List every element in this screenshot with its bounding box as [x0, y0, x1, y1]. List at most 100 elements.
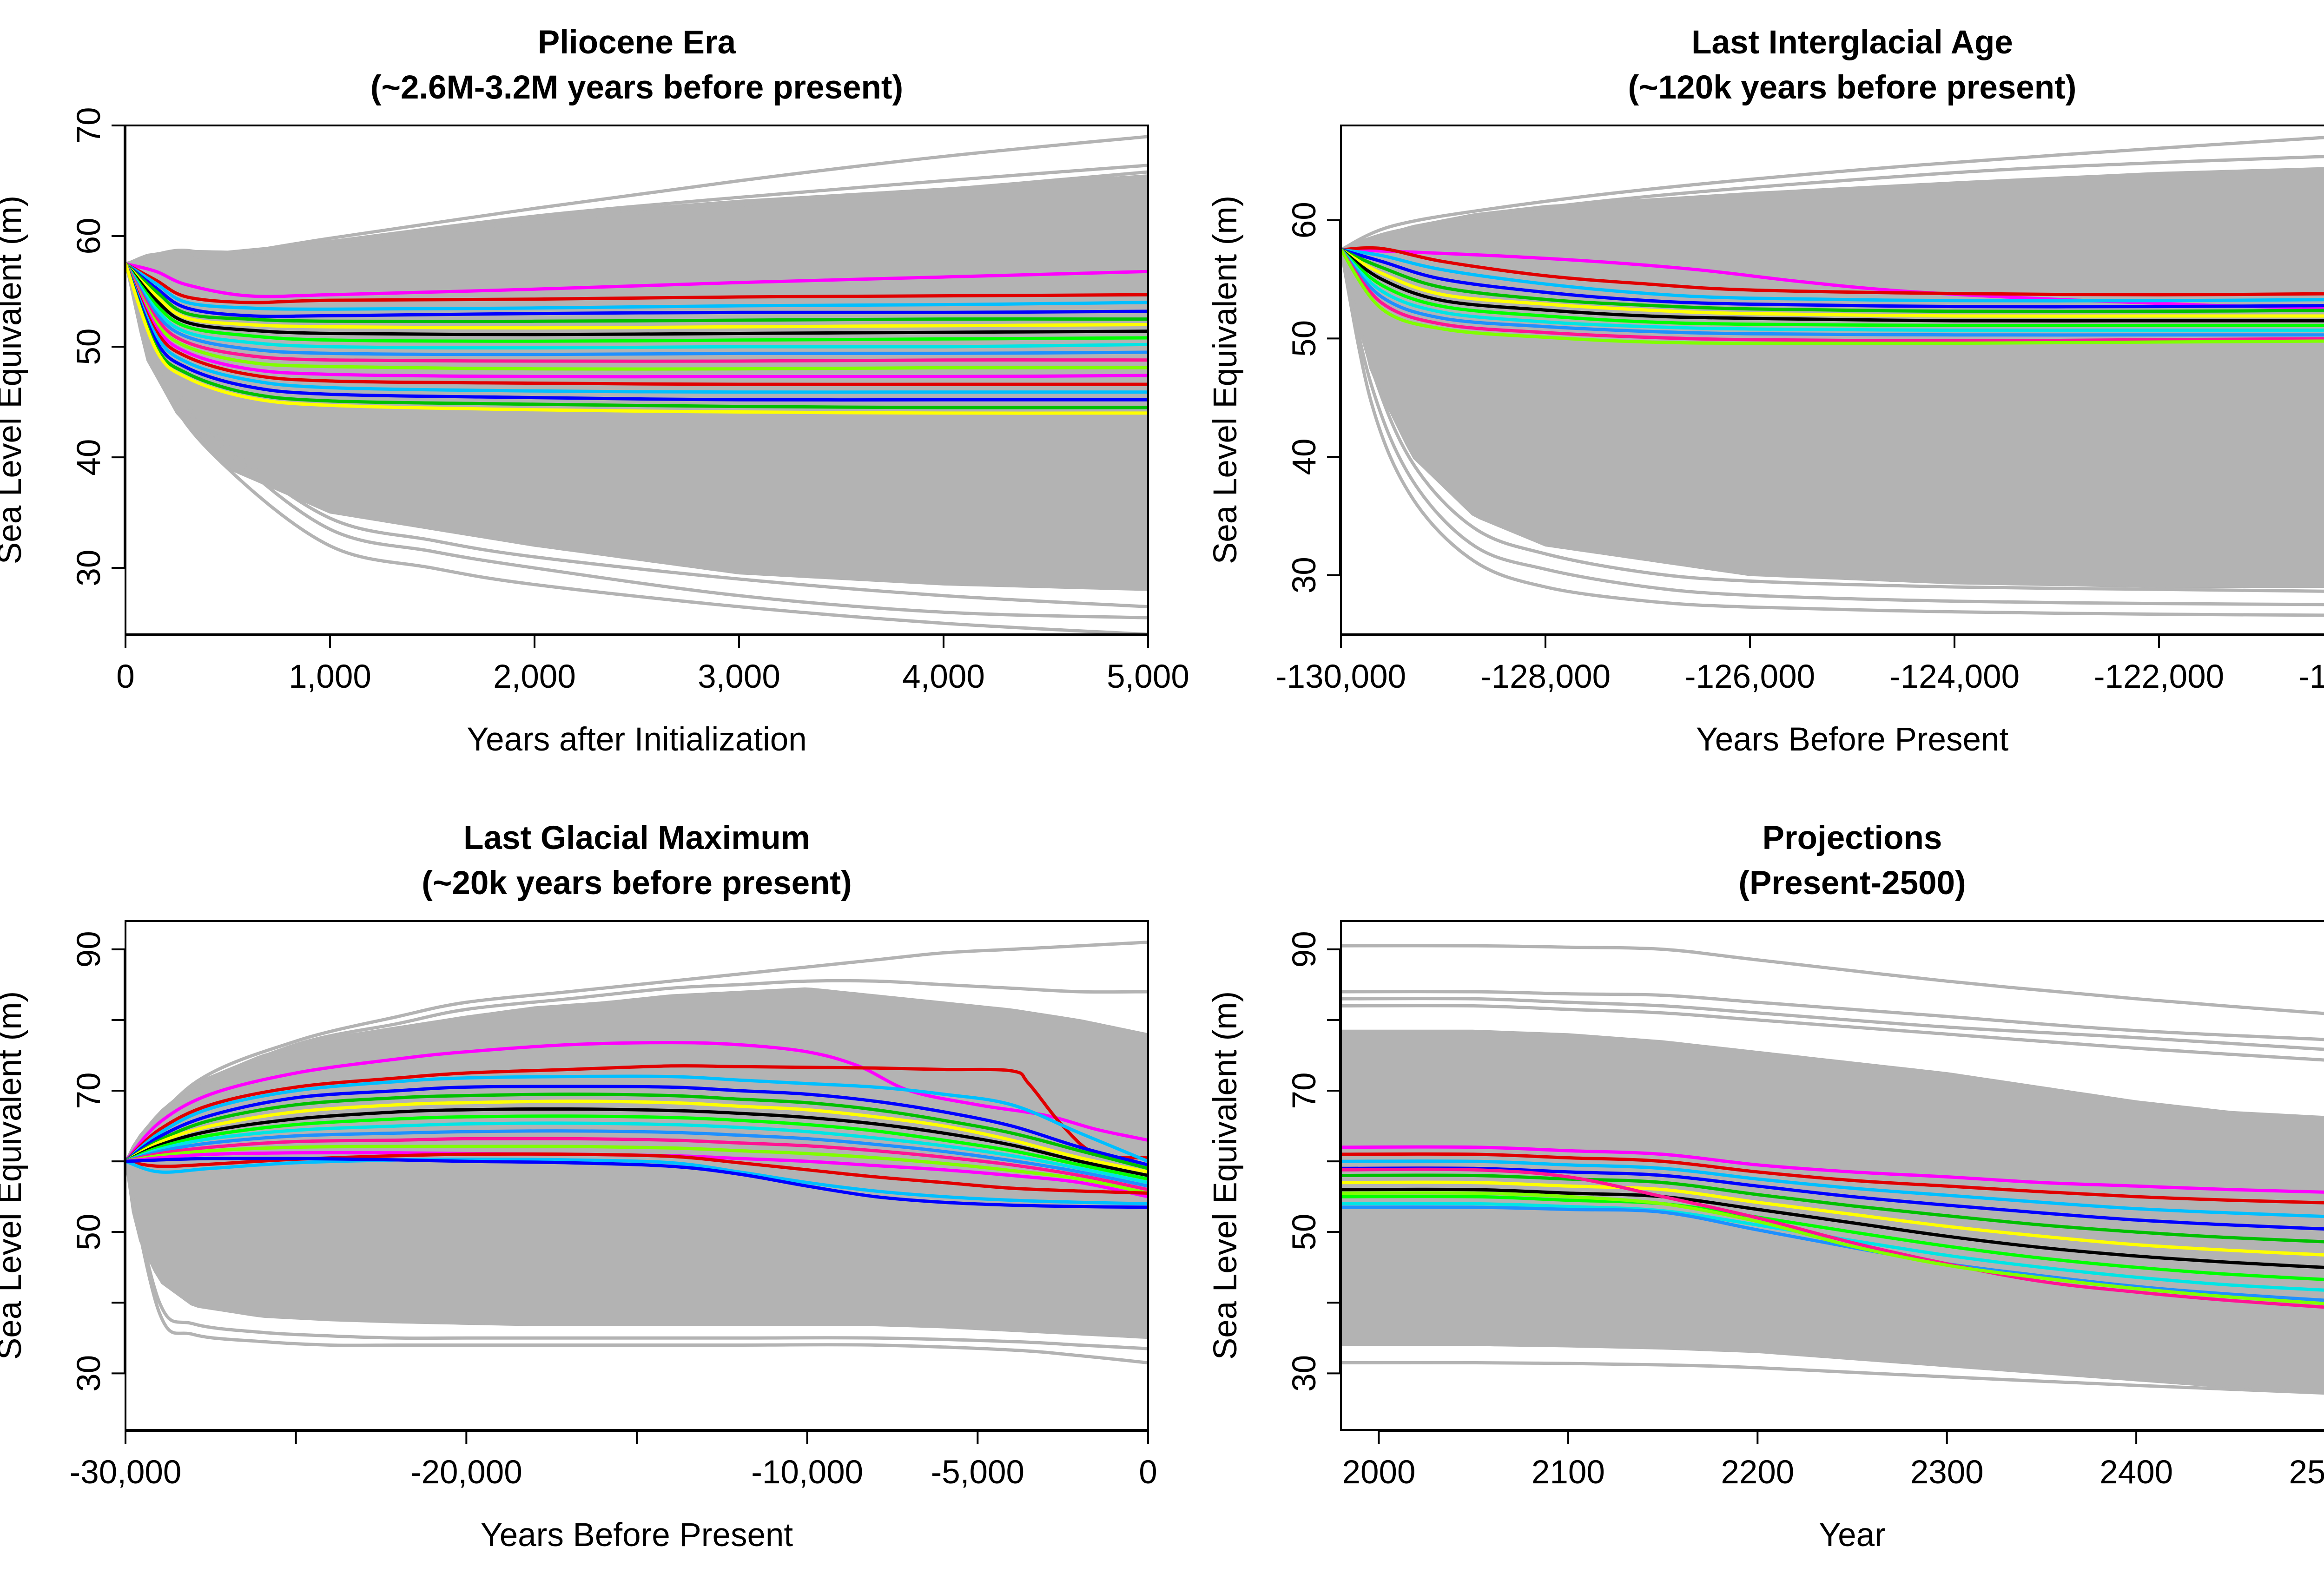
highlighted-member-line	[1341, 1152, 2324, 1205]
highlighted-member-line	[125, 262, 1148, 356]
x-tick-label: 2000	[1342, 1454, 1416, 1491]
highlighted-member-line	[125, 1074, 1148, 1163]
highlighted-member-line	[1341, 1166, 2324, 1231]
x-tick-label: 2,000	[493, 658, 576, 695]
y-axis-label: Sea Level Equivalent (m)	[1207, 991, 1244, 1360]
highlighted-member-line	[1341, 246, 2324, 296]
ensemble-member-line	[125, 263, 1148, 634]
x-tick-label: 0	[116, 658, 135, 695]
x-axis-label: Years Before Present	[1696, 721, 2009, 758]
highlighted-member-line	[125, 1041, 1148, 1163]
highlighted-member-line	[1341, 1159, 2324, 1218]
x-tick-label: 2400	[2100, 1454, 2173, 1491]
ensemble-member-line	[125, 1161, 1148, 1364]
highlighted-member-line	[1341, 1195, 2324, 1281]
x-tick-label: -10,000	[751, 1454, 863, 1491]
ensemble-member-line	[1341, 1004, 2324, 1062]
x-tick-label: 2300	[1910, 1454, 1984, 1491]
x-axis: -30,000 -20,000 -10,000 -5,000 0	[70, 1430, 1157, 1491]
y-tick-label: 70	[71, 107, 107, 144]
y-tick-label: 90	[71, 931, 107, 968]
highlighted-member-line	[1341, 248, 2324, 310]
x-tick-label: 2200	[1721, 1454, 1794, 1491]
y-tick-label: 30	[1286, 557, 1323, 593]
ensemble-member-line	[125, 979, 1148, 1163]
ensemble-member-line	[1341, 990, 2324, 1041]
x-tick-label: -128,000	[1480, 658, 1611, 695]
highlighted-member-line	[125, 1121, 1148, 1185]
ensemble-member-line	[1341, 1361, 2324, 1395]
highlighted-member-line	[125, 262, 1148, 415]
highlighted-member-line	[125, 262, 1148, 330]
highlighted-member-line	[1341, 1180, 2324, 1257]
x-axis: 2000 2100 2200 2300 2400 2500	[1342, 1430, 2324, 1491]
ensemble-member-line	[1341, 997, 2324, 1051]
x-tick-label: 0	[1139, 1454, 1157, 1491]
ensemble-member-line	[1341, 136, 2324, 251]
highlighted-member-line	[1341, 248, 2324, 303]
highlighted-member-line	[1341, 248, 2324, 337]
highlighted-member-line	[125, 262, 1148, 323]
y-tick-label: 30	[71, 1355, 107, 1392]
highlighted-member-line	[125, 262, 1148, 311]
plot-area	[125, 941, 1148, 1364]
highlighted-member-line	[125, 262, 1148, 343]
ensemble-member-line	[1341, 944, 2324, 1015]
highlighted-member-line	[125, 262, 1148, 304]
highlighted-member-line	[125, 1137, 1148, 1192]
ensemble-member-line	[125, 170, 1148, 266]
highlighted-member-line	[1341, 1145, 2324, 1194]
y-tick-label: 50	[71, 1214, 107, 1251]
ensemble-member-line	[125, 941, 1148, 1163]
x-axis-label: Years Before Present	[481, 1517, 793, 1554]
y-axis: 30 40 50 60 70	[71, 107, 125, 586]
highlighted-member-line	[125, 1157, 1148, 1209]
highlighted-member-line	[125, 262, 1148, 402]
y-tick-label: 30	[71, 550, 107, 586]
highlighted-member-line	[1341, 248, 2324, 318]
x-tick-label: 3,000	[698, 658, 780, 695]
highlighted-member-line	[125, 1085, 1148, 1167]
y-tick-label: 50	[71, 329, 107, 365]
plot-area	[1341, 136, 2324, 617]
chart-panel-4: 2000 2100 2200 2300 2400 2500 30 50 70 90 Year Sea …	[1207, 820, 2324, 1554]
ensemble-member-line	[1341, 249, 2324, 617]
ensemble-member-line	[1341, 155, 2324, 251]
x-axis: 0 1,000 2,000 3,000 4,000 5,000	[116, 634, 1189, 695]
x-tick-label: -30,000	[70, 1454, 182, 1491]
y-axis-label: Sea Level Equivalent (m)	[0, 196, 28, 564]
x-tick-label: -124,000	[1889, 658, 2020, 695]
y-axis-label: Sea Level Equivalent (m)	[1207, 196, 1244, 564]
y-axis: 30 50 70 90	[71, 931, 125, 1392]
highlighted-member-line	[125, 1064, 1148, 1163]
x-tick-label: 5,000	[1107, 658, 1189, 695]
ensemble-member-line	[125, 1161, 1148, 1350]
highlighted-member-line	[1341, 1173, 2324, 1244]
chart-panel-3: -30,000 -20,000 -10,000 -5,000 0 30 50 70 90 Year…	[0, 820, 1157, 1554]
highlighted-member-line	[125, 1093, 1148, 1170]
highlighted-member-line	[125, 262, 1148, 363]
highlighted-member-line	[1341, 1202, 2324, 1292]
y-tick-label: 40	[1286, 439, 1323, 475]
highlighted-member-line	[125, 1107, 1148, 1177]
highlighted-member-line	[125, 1129, 1148, 1188]
x-tick-label: -122,000	[2094, 658, 2224, 695]
highlighted-member-line	[1341, 1167, 2324, 1309]
ensemble-member-line	[1341, 249, 2324, 606]
highlighted-member-line	[125, 1099, 1148, 1174]
ensemble-member-line	[125, 164, 1148, 266]
y-tick-label: 50	[1286, 1214, 1323, 1251]
highlighted-member-line	[125, 262, 1148, 318]
x-tick-label: -120,000	[2298, 658, 2324, 695]
chart-title: Last Interglacial Age (~120k years before…	[1628, 24, 2077, 106]
x-axis: -130,000 -128,000 -126,000 -124,000 -122,000…	[1276, 634, 2324, 695]
y-tick-label: 70	[71, 1073, 107, 1109]
highlighted-member-line	[1341, 248, 2324, 332]
ensemble-member-line	[125, 263, 1148, 608]
highlighted-member-line	[125, 1152, 1148, 1195]
y-axis-label: Sea Level Equivalent (m)	[0, 991, 28, 1360]
y-tick-label: 50	[1286, 320, 1323, 357]
x-axis-label: Years after Initialization	[467, 721, 806, 758]
chart-title: Projections (Present-2500)	[1738, 820, 1966, 902]
highlighted-member-line	[1341, 248, 2324, 309]
